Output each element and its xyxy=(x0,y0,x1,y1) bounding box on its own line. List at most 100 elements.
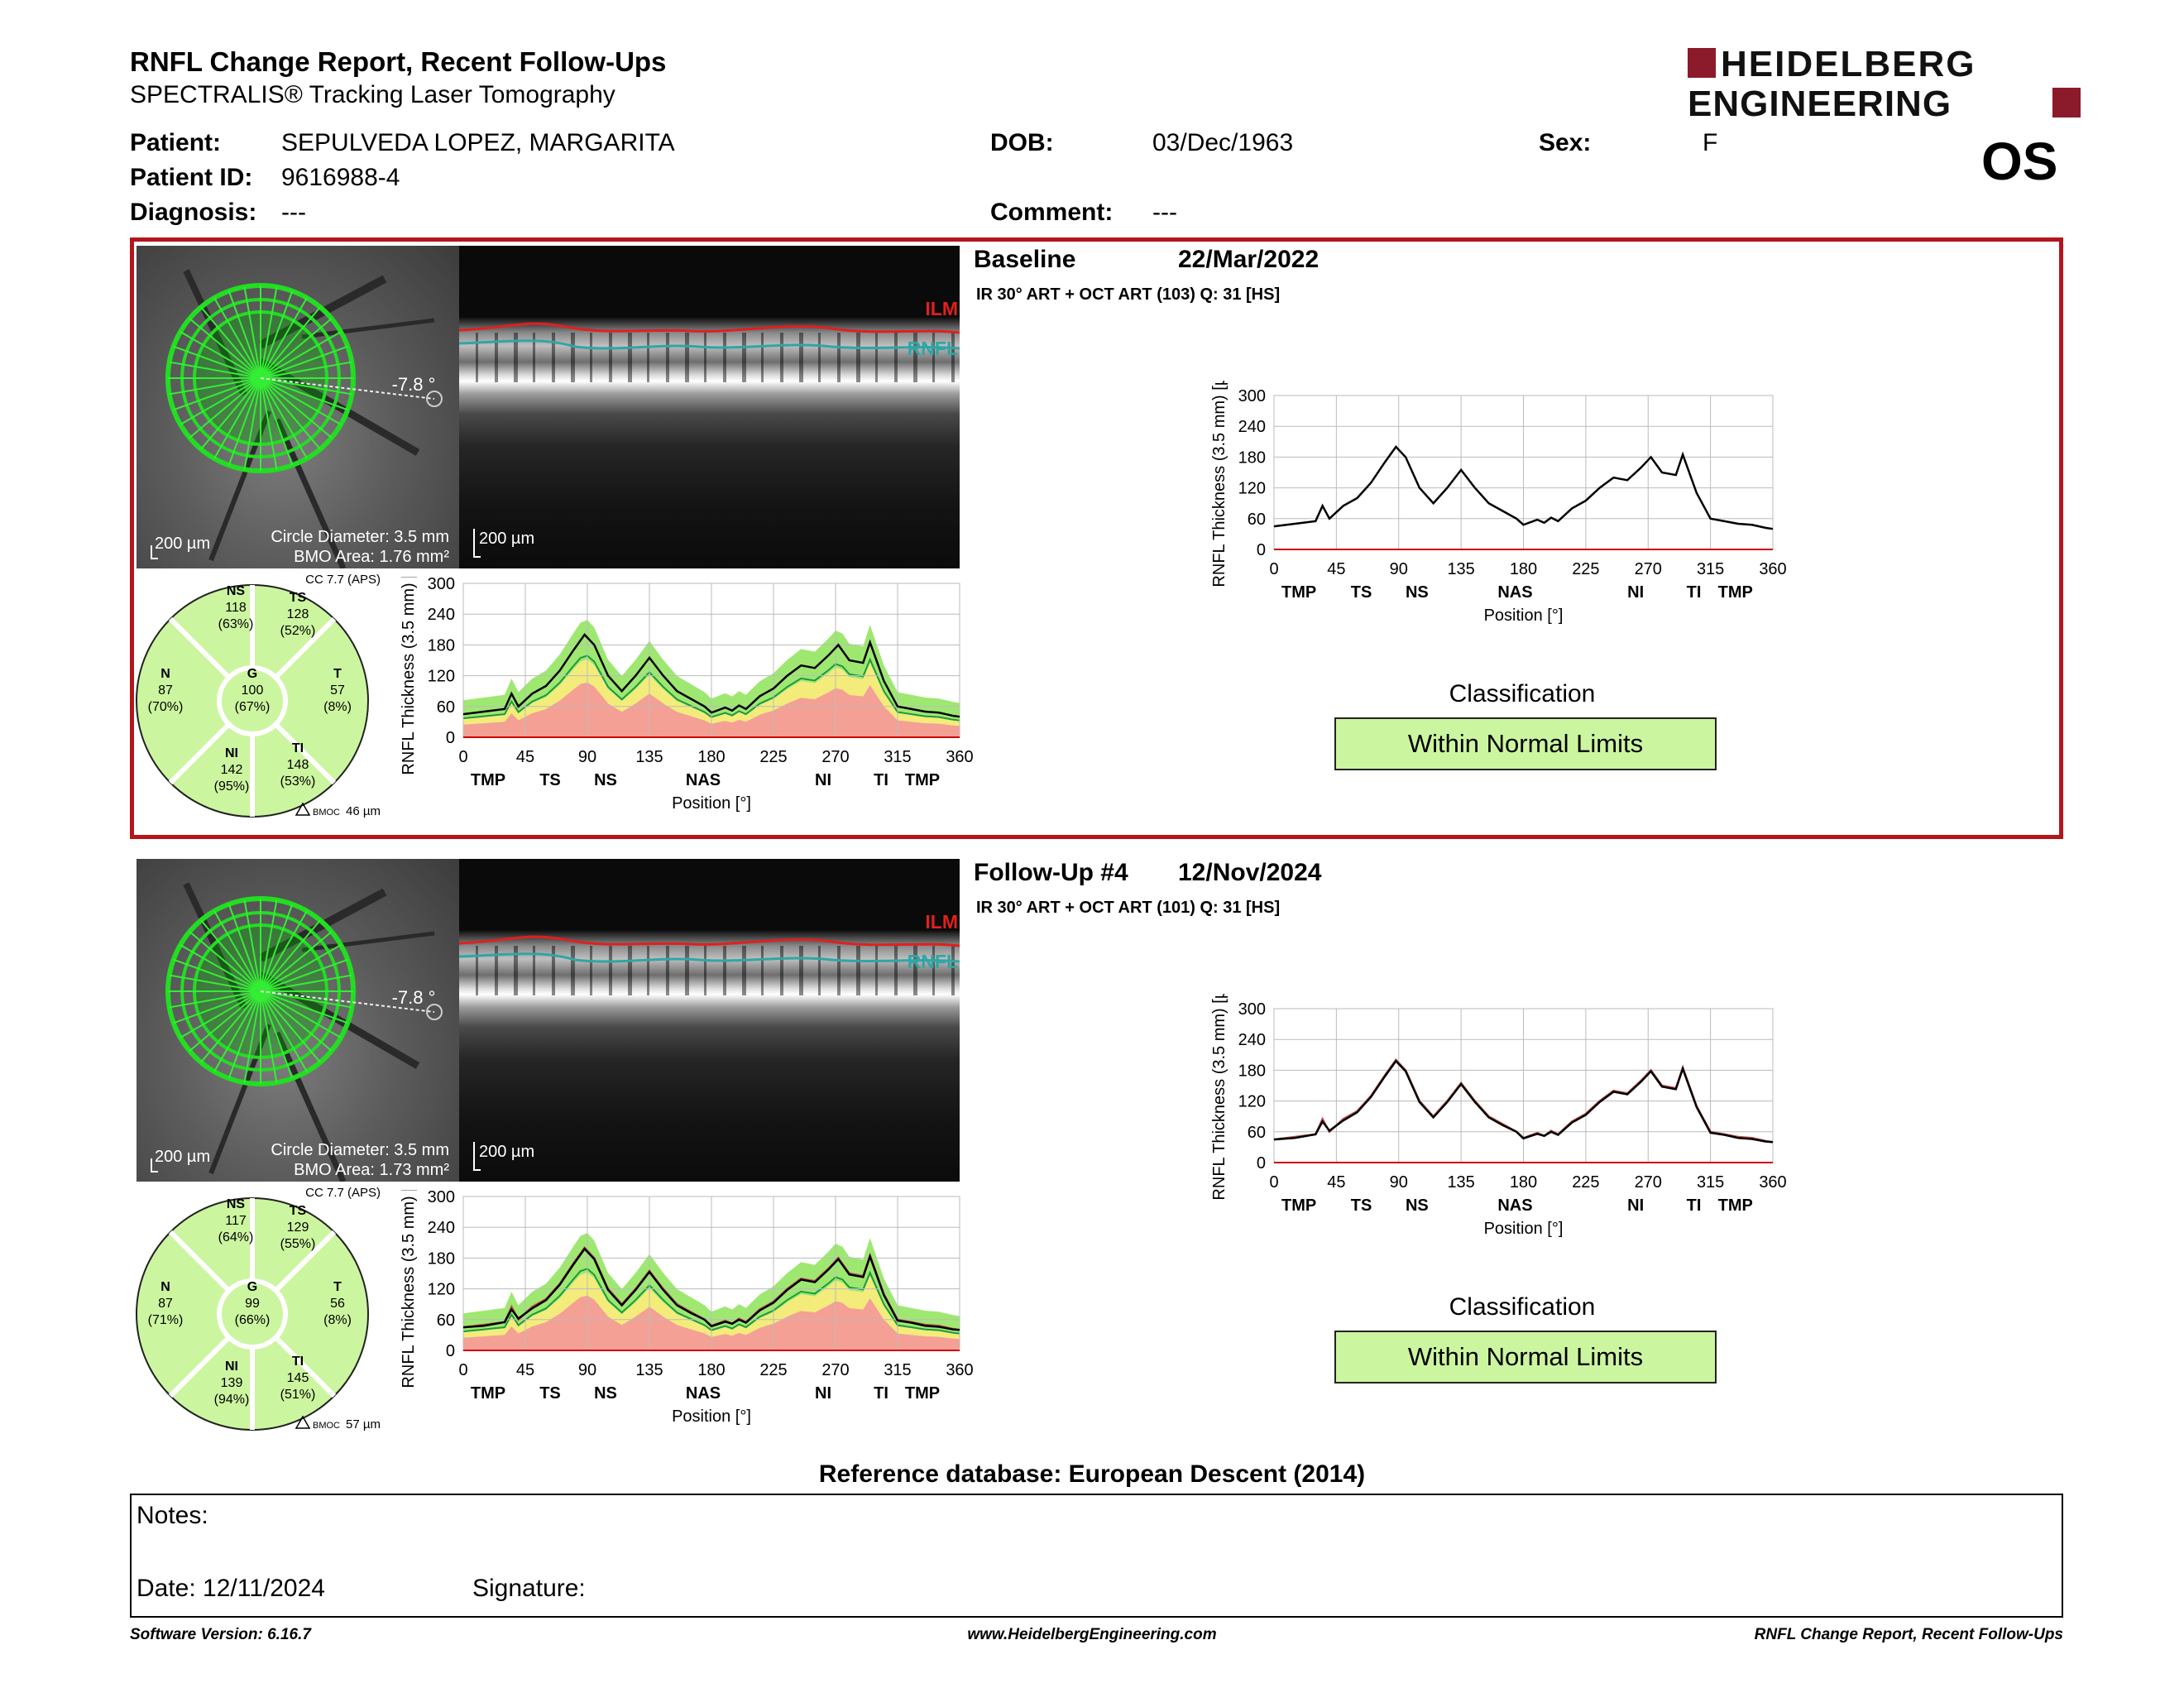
baseline-shadow-column xyxy=(723,333,726,382)
followup-small-xtick-label: 360 xyxy=(946,1361,973,1379)
baseline-radial-scan xyxy=(173,345,261,379)
baseline-sector-g-value: 100 xyxy=(242,683,264,698)
followup-radial-scan xyxy=(260,904,294,992)
baseline-small-sector-label: TS xyxy=(539,771,561,789)
baseline-exam-date: 22/Mar/2022 xyxy=(1178,246,1320,273)
followup-sector-n-name: N xyxy=(160,1280,170,1294)
baseline-rnfl-line xyxy=(459,339,960,350)
footer-software-version: Software Version: 6.16.7 xyxy=(130,1626,311,1643)
logo-line2: ENGINEERING xyxy=(1688,84,1952,121)
baseline-small-xtick-label: 135 xyxy=(635,748,663,766)
followup-shadow-column xyxy=(476,946,478,995)
diagnosis-label: Diagnosis: xyxy=(130,199,257,226)
baseline-shadow-column xyxy=(647,333,649,382)
signature-label: Signature: xyxy=(472,1575,586,1602)
baseline-radial-scan xyxy=(169,361,261,379)
followup-large-chart-svg: 0 60 120 180 240 300 0 45 90 135 180 225 270 315 360 TM… xyxy=(1210,994,1787,1238)
patient-id: 9616988-4 xyxy=(281,164,400,191)
followup-small-xlabel: Position [°] xyxy=(672,1407,751,1426)
followup-radial-scan xyxy=(260,990,321,1063)
baseline-rnfl-label: RNFL xyxy=(908,338,958,359)
followup-radial-scan xyxy=(260,931,333,992)
followup-large-sector-label: TMP xyxy=(1281,1196,1316,1215)
footer-report-name: RNFL Change Report, Recent Follow-Ups xyxy=(1754,1626,2063,1643)
baseline-radial-scan xyxy=(260,377,308,459)
followup-small-xtick-label: 0 xyxy=(458,1361,467,1379)
followup-large-ytick-label: 300 xyxy=(1238,1000,1266,1019)
baseline-shadow-column xyxy=(514,333,518,382)
followup-radial-scan xyxy=(260,919,321,992)
followup-bmo-area: BMO Area: 1.73 mm² xyxy=(294,1161,449,1179)
baseline-sector-t-name: T xyxy=(333,667,342,681)
followup-small-ytick-label: 60 xyxy=(437,1312,455,1330)
followup-acquisition-info: IR 30° ART + OCT ART (101) Q: 31 [HS] xyxy=(976,899,1281,917)
baseline-sector-ni-percent: (95%) xyxy=(214,779,250,794)
followup-shadow-column xyxy=(799,946,803,995)
baseline-sector-g-percent: (67%) xyxy=(235,700,271,714)
followup-oct-scale-label: 200 µm xyxy=(479,1143,534,1161)
followup-shadow-column xyxy=(552,946,555,995)
baseline-small-ytick-label: 180 xyxy=(428,636,455,655)
followup-shadow-column xyxy=(932,946,935,995)
followup-radial-scan xyxy=(260,990,294,1079)
baseline-radial-scan xyxy=(169,377,261,396)
baseline-bmo-area: BMO Area: 1.76 mm² xyxy=(294,548,449,566)
followup-small-sector-label: NI xyxy=(815,1384,831,1403)
baseline-large-xtick-label: 45 xyxy=(1327,560,1345,578)
followup-fovea-line xyxy=(260,990,435,1013)
baseline-fundus-scale-label: 200 µm xyxy=(155,535,210,553)
followup-radial-scan xyxy=(189,931,261,992)
baseline-small-chart-svg: 0 60 120 180 240 300 0 45 90 135 180 225 270 315 360 TM… xyxy=(400,577,974,813)
baseline-ilm-label: ILM xyxy=(925,298,958,319)
baseline-small-ytick-label: 0 xyxy=(446,729,455,747)
followup-sector-g-name: G xyxy=(247,1280,257,1294)
baseline-radial-scan xyxy=(260,377,348,411)
baseline-radial-scan xyxy=(260,286,278,379)
followup-sector-diagram: CC 7.7 (APS) NS 117 (64%) TS 129 (55%) N 87 (71%)… xyxy=(136,1186,381,1431)
baseline-small-xtick-label: 225 xyxy=(759,748,787,766)
followup-shadow-column xyxy=(723,946,726,995)
followup-shadow-column xyxy=(514,946,518,995)
baseline-vessel xyxy=(208,410,271,562)
baseline-oct-overlay: ILM RNFL 200 µm xyxy=(459,298,960,558)
comment-label: Comment: xyxy=(990,199,1114,226)
followup-radial-scan xyxy=(260,990,308,1072)
followup-radial-scan xyxy=(200,990,261,1063)
baseline-sector-n-value: 87 xyxy=(158,683,173,698)
followup-large-sector-label: TMP xyxy=(1718,1196,1753,1215)
followup-small-xtick-label: 315 xyxy=(884,1361,911,1379)
baseline-global-sector xyxy=(217,665,288,736)
followup-oct-overlay: ILM RNFL 200 µm xyxy=(459,911,960,1171)
followup-small-xtick-label: 180 xyxy=(697,1361,725,1379)
baseline-radial-scan xyxy=(260,290,294,379)
followup-small-ytick-label: 120 xyxy=(428,1281,455,1299)
baseline-radial-scan xyxy=(260,306,321,379)
followup-sector-ts-percent: (55%) xyxy=(280,1237,316,1251)
followup-circle-diameter: Circle Diameter: 3.5 mm xyxy=(271,1141,449,1159)
followup-large-ytick-label: 180 xyxy=(1238,1062,1266,1080)
followup-large-xtick-label: 0 xyxy=(1269,1173,1278,1192)
baseline-large-sector-label: TI xyxy=(1687,583,1702,602)
baseline-large-ytick-label: 180 xyxy=(1238,448,1266,467)
followup-radial-scan xyxy=(173,990,261,1024)
baseline-large-sector-label: NI xyxy=(1627,583,1644,602)
baseline-large-chart: 0 60 120 180 240 300 0 45 90 135 180 225 270 315 360 TM… xyxy=(1210,381,1787,625)
followup-radial-scan xyxy=(213,990,261,1072)
followup-scale-bar xyxy=(151,1158,158,1172)
baseline-radial-scan xyxy=(260,377,352,396)
baseline-large-ytick-label: 240 xyxy=(1238,418,1266,436)
followup-exam-date: 12/Nov/2024 xyxy=(1178,859,1322,886)
baseline-small-xtick-label: 315 xyxy=(884,748,911,766)
followup-shadow-column xyxy=(780,946,783,995)
baseline-radial-scan xyxy=(243,286,261,379)
sex-label: Sex: xyxy=(1539,129,1592,156)
baseline-shadow-column xyxy=(495,333,498,382)
followup-small-ytick-label: 180 xyxy=(428,1249,455,1268)
followup-angle-label: -7.8 ° xyxy=(392,987,436,1008)
followup-shadow-column xyxy=(818,946,821,995)
followup-shadow-column xyxy=(666,946,669,995)
diagnosis-value: --- xyxy=(281,199,306,226)
baseline-sector-ns-percent: (63%) xyxy=(218,617,254,631)
followup-small-sector-label: TMP xyxy=(471,1384,505,1403)
baseline-shadow-column xyxy=(875,333,878,382)
